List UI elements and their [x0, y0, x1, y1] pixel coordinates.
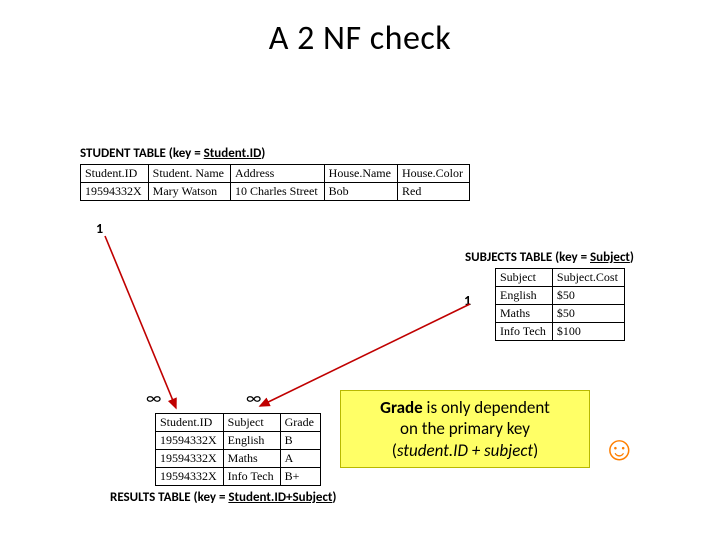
slide-title: A 2 NF check: [0, 18, 720, 59]
table-row: Info Tech$100: [496, 323, 625, 341]
column-header: Subject.Cost: [552, 269, 624, 287]
table-row: Maths$50: [496, 305, 625, 323]
table-cell: B: [280, 432, 320, 450]
table-row: 19594332XMary Watson10 Charles StreetBob…: [81, 183, 470, 201]
results-caption-prefix: RESULTS TABLE (key =: [110, 490, 228, 505]
subjects-table: SubjectSubject.CostEnglish$50Maths$50Inf…: [495, 268, 625, 341]
callout-key-expr: student.ID + subject: [397, 440, 533, 461]
cardinality-one-subject: 1: [464, 292, 471, 309]
table-row: English$50: [496, 287, 625, 305]
column-header: Address: [231, 165, 325, 183]
cardinality-one-student: 1: [96, 220, 103, 237]
table-cell: 19594332X: [156, 450, 224, 468]
column-header: Student.ID: [81, 165, 149, 183]
results-caption-suffix: ): [332, 490, 336, 505]
table-cell: English: [223, 432, 280, 450]
cardinality-many-left: ∞: [146, 387, 161, 409]
table-cell: $50: [552, 287, 624, 305]
table-row: 19594332XInfo TechB+: [156, 468, 321, 486]
callout-line-2: on the primary key: [351, 418, 579, 439]
table-cell: Maths: [223, 450, 280, 468]
table-row: 19594332XMathsA: [156, 450, 321, 468]
table-cell: Info Tech: [496, 323, 553, 341]
table-cell: Maths: [496, 305, 553, 323]
table-cell: English: [496, 287, 553, 305]
table-cell: $100: [552, 323, 624, 341]
column-header: Student.ID: [156, 414, 224, 432]
subjects-caption-suffix: ): [630, 250, 634, 265]
results-caption-key: Student.ID+Subject: [228, 490, 332, 505]
smiley-icon: ☺: [602, 430, 637, 469]
callout-line-1: Grade is only dependent: [351, 397, 579, 418]
student-caption-key: Student.ID: [204, 146, 262, 161]
column-header: House.Name: [324, 165, 397, 183]
column-header: Subject: [223, 414, 280, 432]
subjects-table-caption: SUBJECTS TABLE (key = Subject): [465, 250, 634, 265]
results-table-caption: RESULTS TABLE (key = Student.ID+Subject): [110, 490, 336, 505]
column-header: House.Color: [397, 165, 469, 183]
student-caption-prefix: STUDENT TABLE (key =: [80, 146, 204, 161]
subjects-caption-prefix: SUBJECTS TABLE (key =: [465, 250, 590, 265]
table-cell: 10 Charles Street: [231, 183, 325, 201]
column-header: Student. Name: [148, 165, 230, 183]
results-table: Student.IDSubjectGrade19594332XEnglishB1…: [155, 413, 321, 486]
column-header: Grade: [280, 414, 320, 432]
table-cell: 19594332X: [156, 432, 224, 450]
student-table: Student.IDStudent. NameAddressHouse.Name…: [80, 164, 470, 201]
table-cell: Red: [397, 183, 469, 201]
table-cell: Bob: [324, 183, 397, 201]
grade-dependency-callout: Grade is only dependent on the primary k…: [340, 390, 590, 468]
table-cell: Info Tech: [223, 468, 280, 486]
callout-l3c: ): [533, 440, 538, 461]
callout-line-3: (student.ID + subject): [351, 440, 579, 461]
callout-l1b: is only dependent: [423, 397, 550, 418]
cardinality-many-right: ∞: [246, 387, 261, 409]
table-cell: B+: [280, 468, 320, 486]
student-caption-suffix: ): [261, 146, 265, 161]
student-table-caption: STUDENT TABLE (key = Student.ID): [80, 146, 265, 161]
table-cell: 19594332X: [156, 468, 224, 486]
table-cell: Mary Watson: [148, 183, 230, 201]
column-header: Subject: [496, 269, 553, 287]
arrow-student-to-results: [105, 236, 176, 408]
table-cell: $50: [552, 305, 624, 323]
table-row: 19594332XEnglishB: [156, 432, 321, 450]
table-cell: A: [280, 450, 320, 468]
subjects-caption-key: Subject: [590, 250, 630, 265]
callout-grade-word: Grade: [380, 397, 423, 418]
table-cell: 19594332X: [81, 183, 149, 201]
